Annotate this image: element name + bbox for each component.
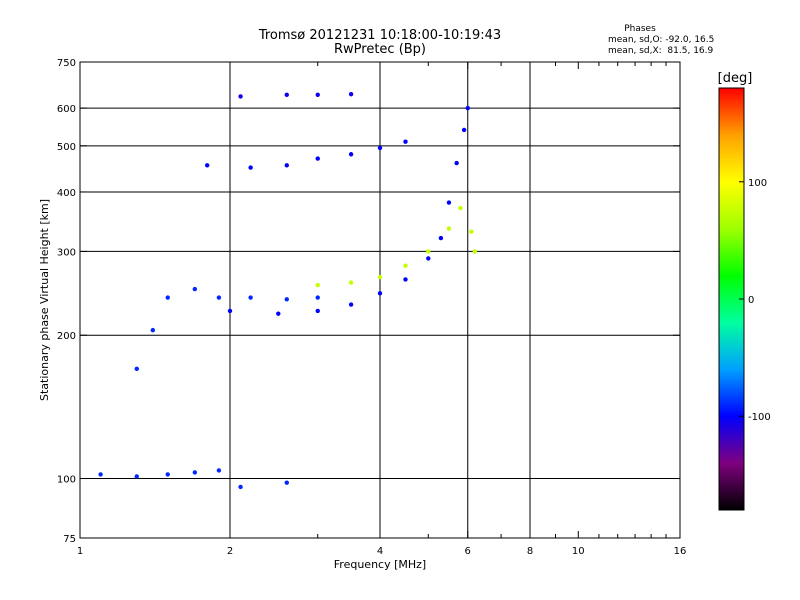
data-point: [204, 163, 210, 168]
data-point: [165, 472, 170, 477]
data-point: [276, 311, 281, 316]
y-tick-label: 300: [57, 247, 76, 258]
y-tick-label: 75: [63, 534, 76, 545]
series-f-layer-o-mode-trace: [227, 105, 470, 316]
data-point: [165, 295, 170, 300]
series-f-layer-x-mode-trace: [315, 205, 478, 288]
series-e-layer-trace: [98, 468, 289, 490]
data-point: [248, 165, 253, 170]
data-point: [348, 280, 354, 285]
colorbar-tick-label: 0: [748, 295, 754, 306]
stats-header: Phases: [624, 24, 656, 34]
x-tick-label: 8: [527, 546, 533, 557]
data-point: [377, 274, 383, 280]
colorbar-label: [deg]: [718, 71, 753, 86]
data-points: [98, 91, 478, 490]
data-point: [248, 295, 253, 300]
data-point: [284, 480, 289, 485]
y-tick-label: 400: [57, 188, 76, 199]
x-tick-label: 2: [227, 546, 233, 557]
x-tick-label: 16: [674, 546, 687, 557]
data-point: [315, 308, 320, 314]
y-axis-label: Stationary phase Virtual Height [km]: [38, 199, 51, 401]
stats-x-mode: mean, sd,X: 81.5, 16.9: [608, 46, 714, 56]
data-point: [472, 249, 478, 254]
data-point: [377, 291, 383, 296]
data-point: [461, 127, 467, 133]
y-tick-label: 600: [57, 104, 76, 115]
data-point: [426, 256, 431, 261]
data-point: [348, 152, 354, 157]
chart-title: Tromsø 20121231 10:18:00-10:19:43: [258, 28, 501, 43]
data-point: [446, 226, 452, 231]
series-multiple-echo-2f: [204, 139, 408, 170]
x-tick-label: 1: [77, 546, 83, 557]
x-tick-label: 4: [377, 546, 383, 557]
colorbar-frame: [718, 87, 745, 511]
data-point: [377, 145, 383, 151]
data-point: [238, 94, 243, 99]
data-point: [315, 282, 320, 288]
stats-o-mode: mean, sd,O: -92.0, 16.5: [608, 35, 714, 45]
x-tick-label: 6: [465, 546, 471, 557]
grid: [80, 62, 680, 538]
data-point: [216, 468, 222, 473]
data-point: [315, 92, 320, 97]
y-tick-label: 200: [57, 331, 76, 342]
data-point: [315, 295, 320, 300]
data-point: [192, 470, 198, 475]
data-point: [134, 474, 139, 479]
data-point: [238, 484, 243, 490]
data-point: [403, 263, 408, 268]
data-point: [348, 302, 354, 307]
data-point: [446, 200, 452, 205]
data-point: [465, 105, 470, 111]
y-tick-label: 500: [57, 142, 76, 153]
y-tick-label: 100: [57, 475, 76, 486]
colorbar-tick-label: 100: [748, 178, 767, 189]
colorbar: [deg] -100 0 100: [718, 71, 771, 511]
data-point: [150, 327, 156, 333]
data-point: [458, 205, 463, 211]
data-point: [134, 366, 139, 372]
x-axis-label: Frequency [MHz]: [334, 558, 426, 571]
y-tick-label: 750: [57, 58, 76, 69]
data-point: [284, 163, 289, 168]
data-point: [227, 308, 233, 314]
data-point: [315, 156, 320, 161]
series-high-echo: [238, 91, 354, 99]
series-low-frequency-f-trace: [134, 286, 320, 372]
data-point: [284, 92, 289, 97]
data-point: [438, 235, 444, 241]
data-point: [348, 91, 354, 97]
data-point: [284, 297, 289, 302]
data-point: [426, 249, 431, 254]
data-point: [469, 229, 474, 234]
data-point: [192, 286, 198, 292]
data-point: [403, 277, 408, 282]
data-point: [403, 139, 408, 144]
data-point: [98, 472, 103, 477]
chart-subtitle: RwPretec (Bp): [334, 42, 426, 57]
data-point: [454, 160, 459, 166]
axes: 1 2 4 6 8 10 16 75 100 200 300 400 500 600 750: [57, 58, 686, 557]
data-point: [216, 295, 222, 300]
x-tick-label: 10: [572, 546, 585, 557]
colorbar-tick-label: -100: [748, 412, 771, 423]
